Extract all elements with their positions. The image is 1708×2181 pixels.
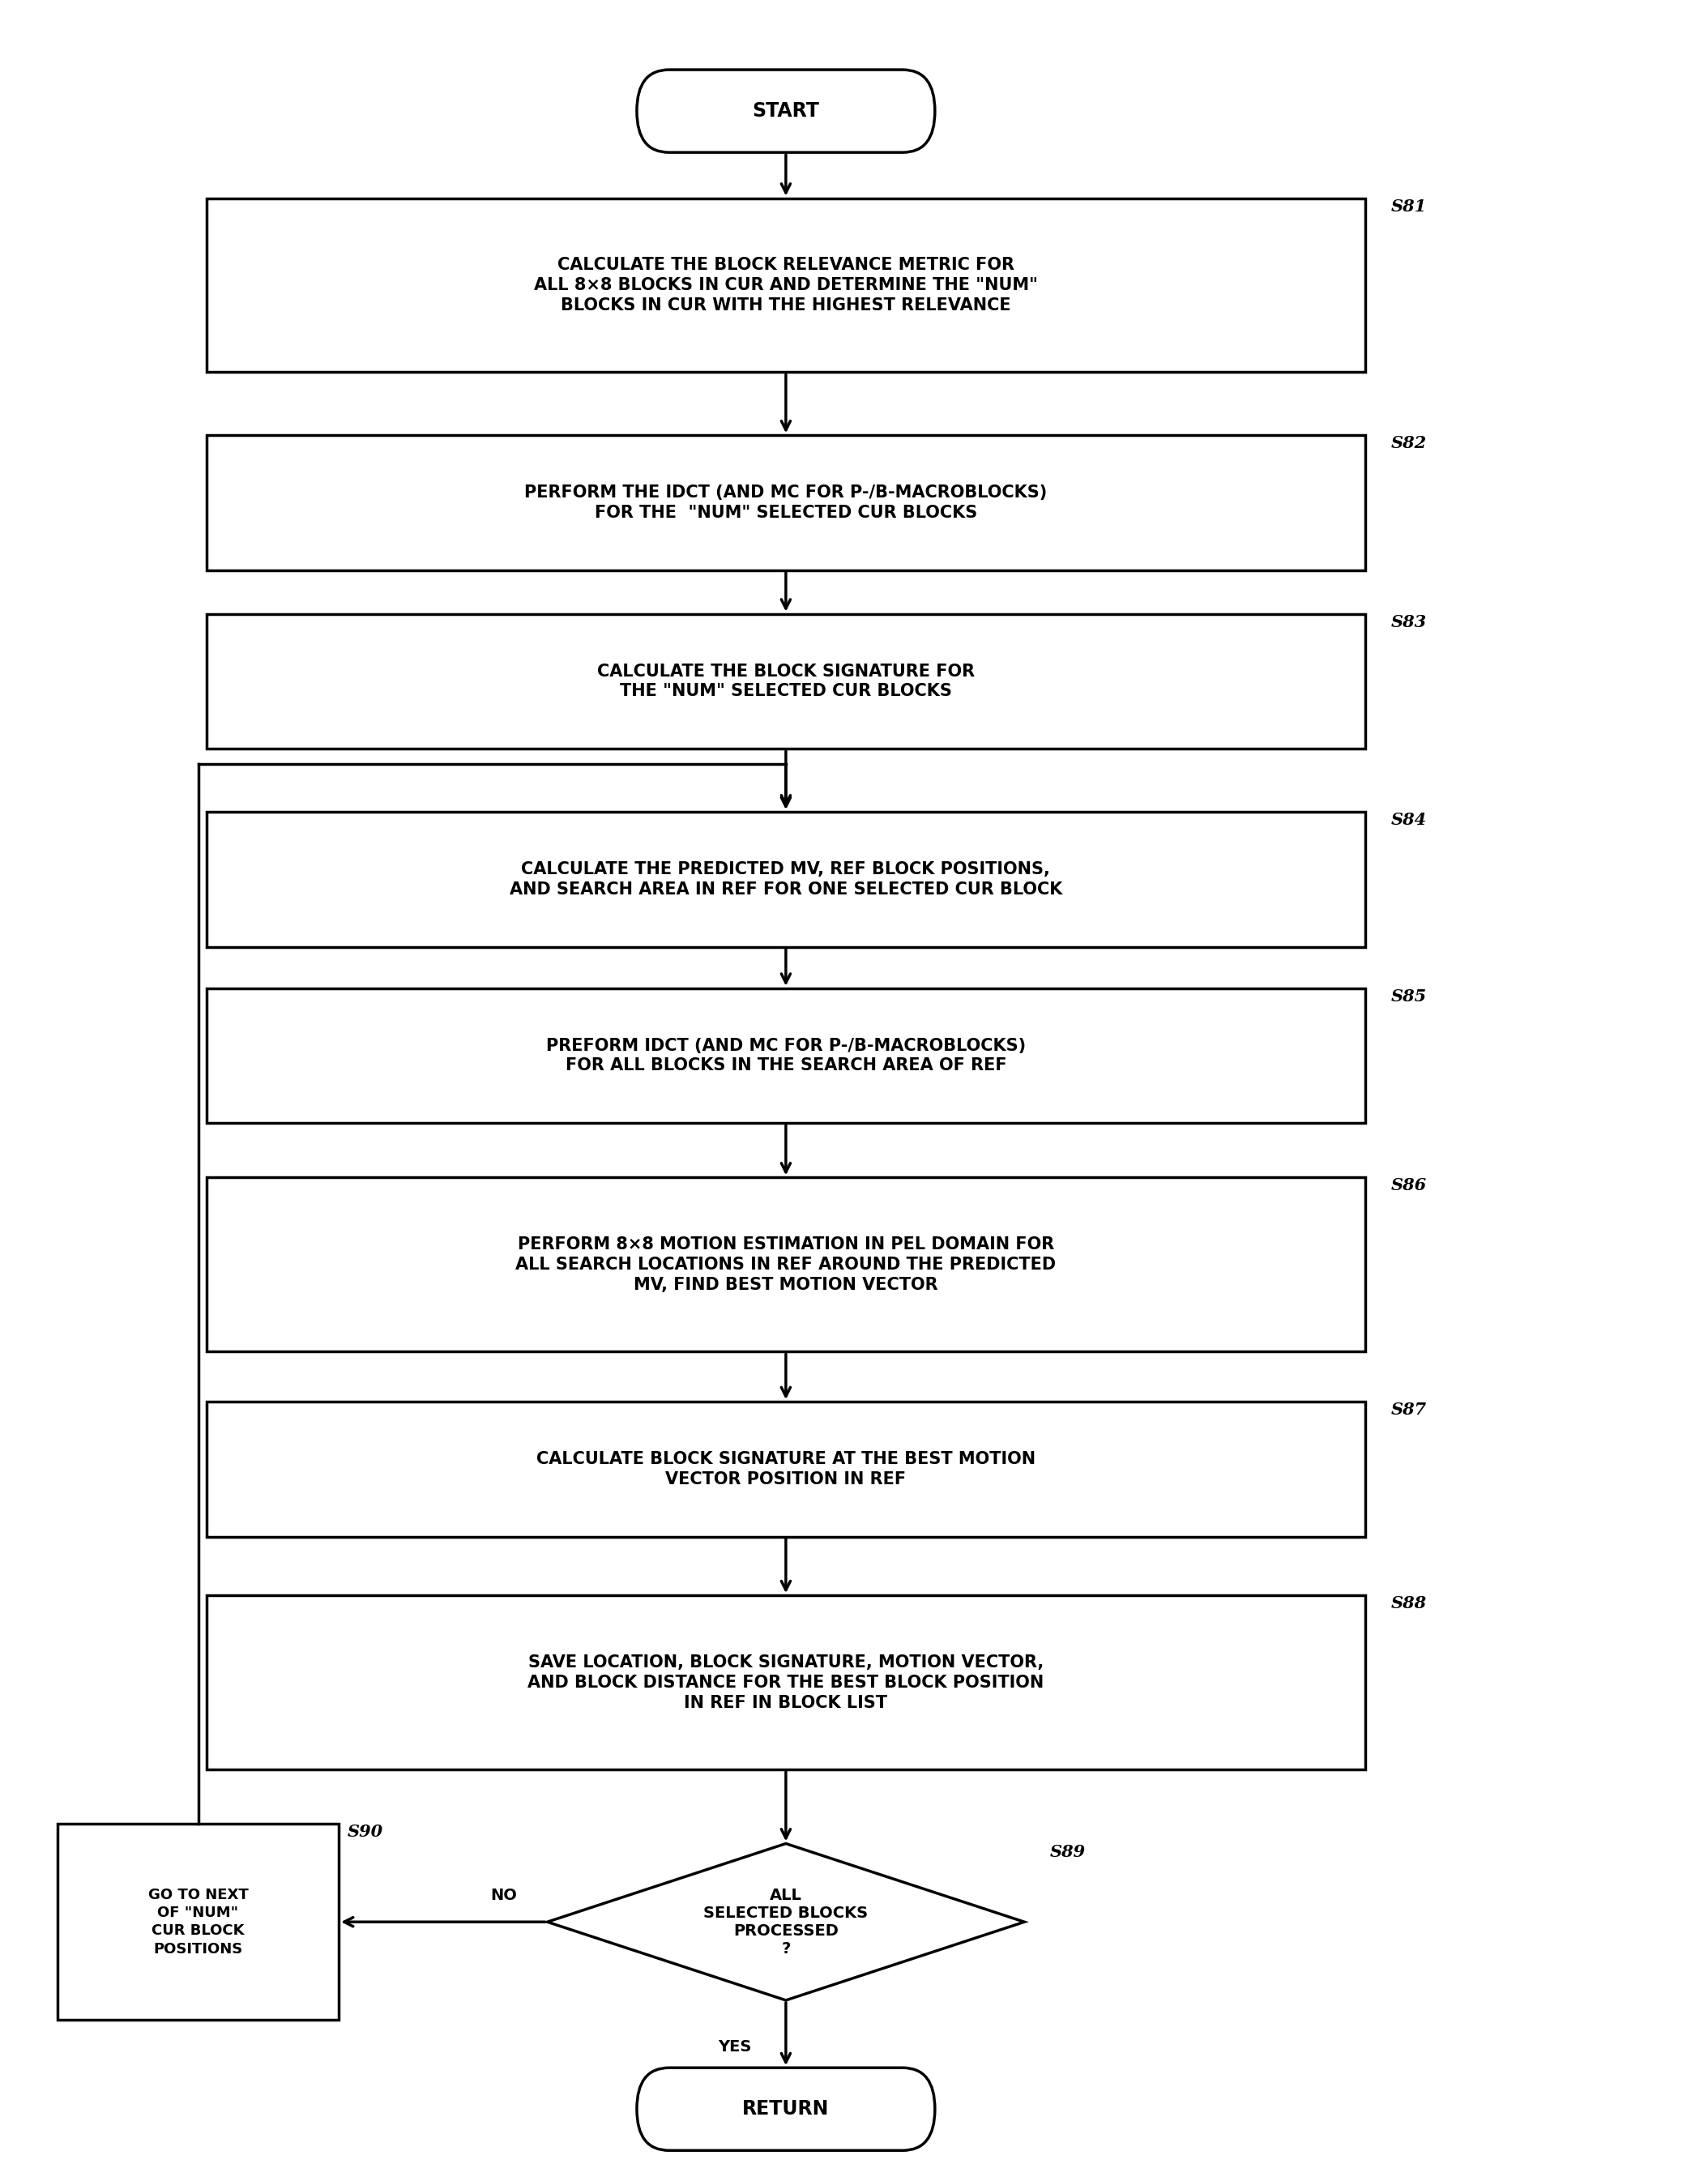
- Text: CALCULATE THE BLOCK RELEVANCE METRIC FOR
ALL 8×8 BLOCKS IN CUR AND DETERMINE THE: CALCULATE THE BLOCK RELEVANCE METRIC FOR…: [535, 257, 1038, 314]
- Bar: [207, 1178, 1365, 1352]
- Text: GO TO NEXT
OF "NUM"
CUR BLOCK
POSITIONS: GO TO NEXT OF "NUM" CUR BLOCK POSITIONS: [149, 1887, 248, 1956]
- Text: CALCULATE BLOCK SIGNATURE AT THE BEST MOTION
VECTOR POSITION IN REF: CALCULATE BLOCK SIGNATURE AT THE BEST MO…: [536, 1450, 1035, 1487]
- Text: CALCULATE THE BLOCK SIGNATURE FOR
THE "NUM" SELECTED CUR BLOCKS: CALCULATE THE BLOCK SIGNATURE FOR THE "N…: [598, 663, 975, 700]
- Text: SAVE LOCATION, BLOCK SIGNATURE, MOTION VECTOR,
AND BLOCK DISTANCE FOR THE BEST B: SAVE LOCATION, BLOCK SIGNATURE, MOTION V…: [528, 1655, 1044, 1710]
- Text: S85: S85: [1390, 988, 1426, 1005]
- Text: RETURN: RETURN: [743, 2100, 830, 2118]
- Bar: [207, 988, 1365, 1123]
- Text: S89: S89: [1050, 1843, 1086, 1860]
- Bar: [207, 198, 1365, 373]
- Text: S82: S82: [1390, 436, 1426, 451]
- Text: S86: S86: [1390, 1178, 1426, 1193]
- Text: CALCULATE THE PREDICTED MV, REF BLOCK POSITIONS,
AND SEARCH AREA IN REF FOR ONE : CALCULATE THE PREDICTED MV, REF BLOCK PO…: [509, 861, 1062, 899]
- Text: PREFORM IDCT (AND MC FOR P-/B-MACROBLOCKS)
FOR ALL BLOCKS IN THE SEARCH AREA OF : PREFORM IDCT (AND MC FOR P-/B-MACROBLOCK…: [547, 1038, 1027, 1073]
- Polygon shape: [547, 1843, 1025, 2000]
- FancyBboxPatch shape: [637, 70, 934, 153]
- Bar: [207, 613, 1365, 748]
- Text: PERFORM THE IDCT (AND MC FOR P-/B-MACROBLOCKS)
FOR THE  "NUM" SELECTED CUR BLOCK: PERFORM THE IDCT (AND MC FOR P-/B-MACROB…: [524, 484, 1047, 521]
- Text: ALL
SELECTED BLOCKS
PROCESSED
?: ALL SELECTED BLOCKS PROCESSED ?: [704, 1887, 868, 1956]
- Text: PERFORM 8×8 MOTION ESTIMATION IN PEL DOMAIN FOR
ALL SEARCH LOCATIONS IN REF AROU: PERFORM 8×8 MOTION ESTIMATION IN PEL DOM…: [516, 1237, 1056, 1293]
- Bar: [207, 436, 1365, 569]
- Text: S87: S87: [1390, 1402, 1426, 1418]
- Bar: [207, 1402, 1365, 1538]
- Text: S84: S84: [1390, 811, 1426, 829]
- Bar: [58, 1823, 338, 2020]
- Bar: [207, 1596, 1365, 1769]
- Text: NO: NO: [490, 1889, 518, 1904]
- Text: S88: S88: [1390, 1596, 1426, 1612]
- Bar: [207, 811, 1365, 947]
- FancyBboxPatch shape: [637, 2068, 934, 2150]
- Text: YES: YES: [717, 2039, 752, 2055]
- Text: S83: S83: [1390, 613, 1426, 630]
- Text: START: START: [752, 100, 820, 120]
- Text: S90: S90: [347, 1823, 383, 1841]
- Text: S81: S81: [1390, 198, 1426, 214]
